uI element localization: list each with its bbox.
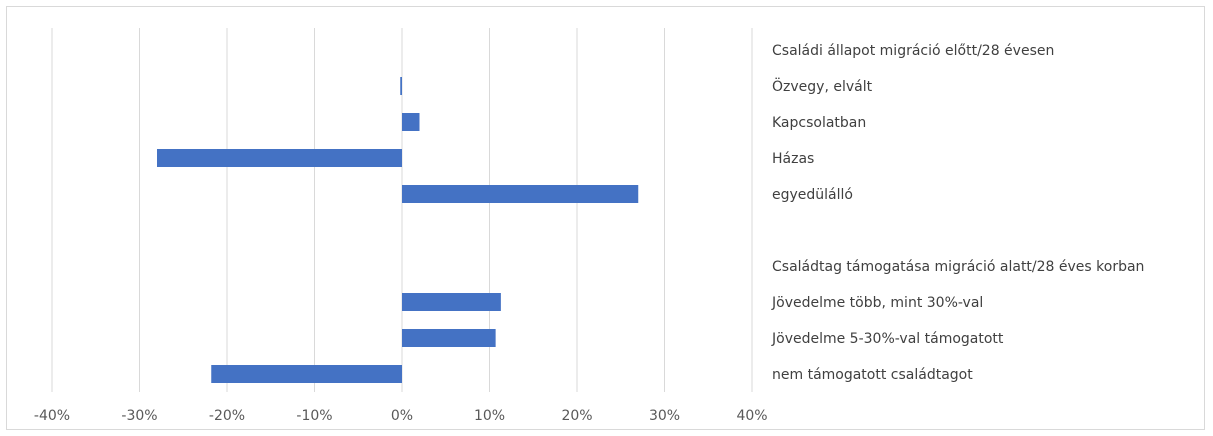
x-tick-label: 0%	[391, 408, 413, 424]
category-label: Családtag támogatása migráció alatt/28 é…	[772, 259, 1144, 275]
bar	[211, 365, 402, 383]
bar	[402, 185, 639, 203]
x-tick-label: -30%	[121, 408, 157, 424]
x-tick-label: -20%	[209, 408, 245, 424]
x-tick-label: -10%	[296, 408, 332, 424]
category-label: egyedülálló	[772, 187, 853, 203]
bar	[402, 293, 501, 311]
bar	[402, 113, 420, 131]
bar	[157, 149, 402, 167]
category-label: Özvegy, elvált	[772, 77, 873, 95]
x-tick-label: -40%	[34, 408, 70, 424]
bar	[402, 329, 496, 347]
category-label: Jövedelme 5-30%-val támogatott	[771, 331, 1004, 347]
x-tick-label: 10%	[474, 408, 505, 424]
category-label: Kapcsolatban	[772, 115, 866, 131]
bar	[400, 77, 402, 95]
category-label: Családi állapot migráció előtt/28 évesen	[772, 43, 1054, 59]
category-label: nem támogatott családtagot	[772, 367, 973, 383]
x-tick-label: 30%	[649, 408, 680, 424]
category-label: Házas	[772, 151, 814, 167]
x-tick-label: 40%	[736, 408, 767, 424]
chart-frame	[6, 6, 1205, 430]
x-tick-label: 20%	[561, 408, 592, 424]
category-label: Jövedelme több, mint 30%-val	[771, 295, 983, 311]
